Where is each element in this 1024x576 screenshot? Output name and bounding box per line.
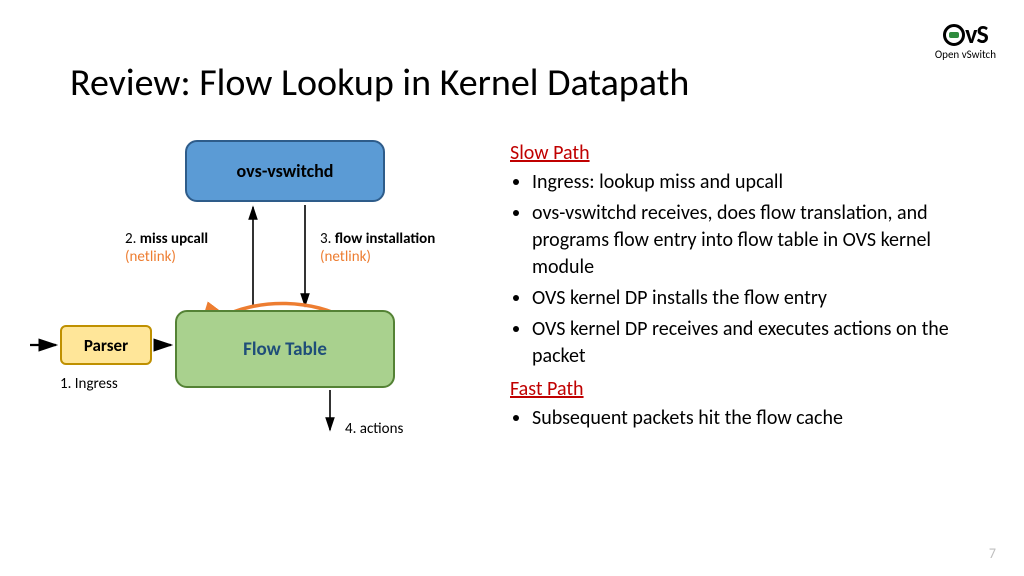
page-title: Review: Flow Lookup in Kernel Datapath bbox=[70, 60, 689, 106]
text-column: Slow Path Ingress: lookup miss and upcal… bbox=[510, 140, 990, 438]
list-item: Ingress: lookup miss and upcall bbox=[532, 169, 990, 196]
slow-path-list: Ingress: lookup miss and upcall ovs-vswi… bbox=[510, 169, 990, 370]
logo-mark: vS bbox=[935, 18, 996, 50]
node-ovs-vswitchd: ovs-vswitchd bbox=[185, 140, 385, 202]
list-item: OVS kernel DP installs the flow entry bbox=[532, 285, 990, 312]
slow-path-header: Slow Path bbox=[510, 140, 990, 167]
node-label: Flow Table bbox=[243, 338, 327, 361]
logo-circle-icon bbox=[943, 24, 965, 46]
node-parser: Parser bbox=[60, 325, 152, 365]
label-actions: 4. actions bbox=[345, 420, 403, 438]
list-item: Subsequent packets hit the flow cache bbox=[532, 405, 990, 432]
fast-path-header: Fast Path bbox=[510, 376, 990, 403]
flow-diagram: ovs-vswitchd Flow Table Parser 2. miss u… bbox=[30, 130, 500, 510]
page-number: 7 bbox=[989, 545, 996, 562]
node-label: Parser bbox=[84, 335, 128, 356]
fast-path-list: Subsequent packets hit the flow cache bbox=[510, 405, 990, 432]
node-label: ovs-vswitchd bbox=[237, 160, 334, 182]
node-flow-table: Flow Table bbox=[175, 310, 395, 388]
label-flow-installation: 3. flow installation (netlink) bbox=[320, 230, 435, 266]
label-ingress: 1. Ingress bbox=[60, 375, 118, 393]
list-item: OVS kernel DP receives and executes acti… bbox=[532, 316, 990, 370]
ovs-logo: vS Open vSwitch bbox=[935, 18, 996, 61]
list-item: ovs-vswitchd receives, does flow transla… bbox=[532, 200, 990, 281]
logo-text: vS bbox=[965, 18, 988, 50]
label-miss-upcall: 2. miss upcall (netlink) bbox=[125, 230, 208, 266]
logo-subtitle: Open vSwitch bbox=[935, 48, 996, 61]
